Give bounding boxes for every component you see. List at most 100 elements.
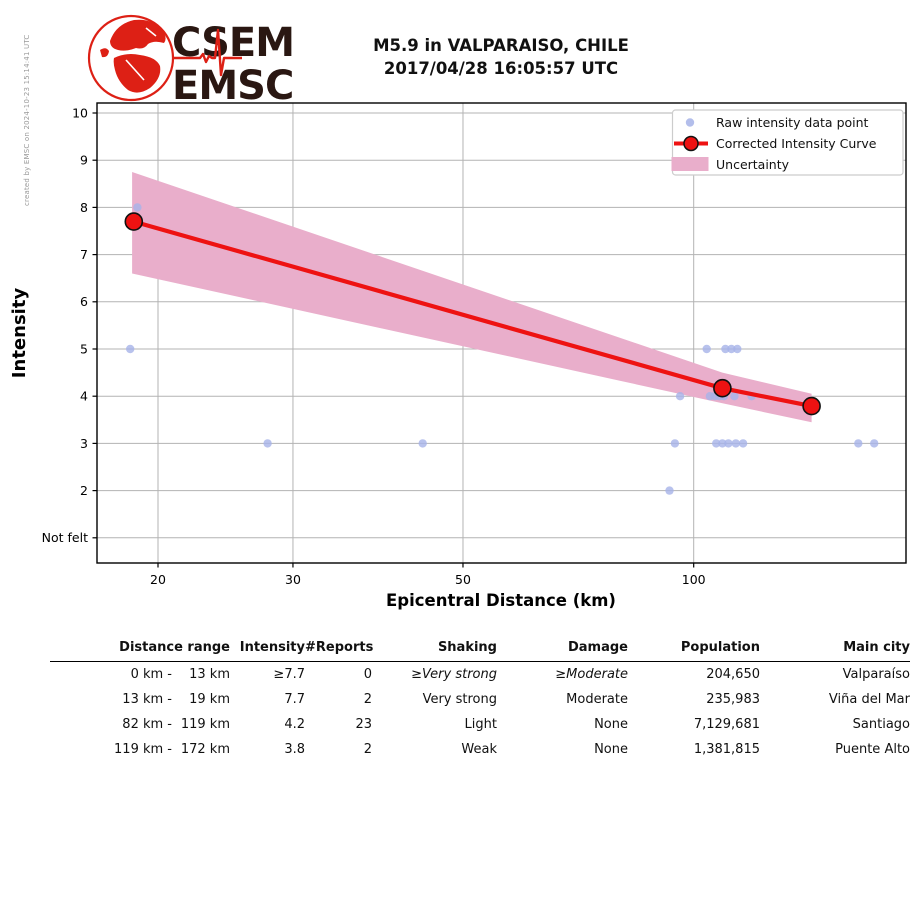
raw-data-point <box>730 392 739 401</box>
chart-title-line2: 2017/04/28 16:05:57 UTC <box>383 59 619 78</box>
raw-data-point <box>675 392 685 401</box>
raw-data-point <box>670 439 680 448</box>
raw-data-point <box>731 439 740 448</box>
corrected-curve-marker <box>713 378 732 398</box>
corrected-curve-marker <box>802 396 821 416</box>
impact-table-header-row: Distance range Intensity #Reports Shakin… <box>50 640 910 662</box>
raw-data-point <box>738 439 748 448</box>
intensity-chart: 20 30 50 100 10 9 8 7 6 5 4 3 2 Not felt Intensity Ep… <box>9 102 907 610</box>
x-tick-label: 20 <box>150 572 166 587</box>
cell-population: 1,381,815 <box>693 742 760 757</box>
cell-intensity: 4.2 <box>284 717 305 732</box>
raw-data-point <box>665 486 674 495</box>
corrected-curve-marker <box>124 212 144 231</box>
plot-frame <box>96 102 907 564</box>
chart-title-line1: M5.9 in VALPARAISO, CHILE <box>373 36 629 55</box>
cell-main-city: Valparaíso <box>842 667 910 682</box>
raw-data-point <box>718 439 727 448</box>
raw-data-point <box>870 439 879 448</box>
cell-reports: 2 <box>363 692 372 707</box>
table-row: 119 km -172 km 3.8 2 Weak None 1,381,815 Puent… <box>50 737 910 762</box>
header-shaking: Shaking <box>372 640 497 662</box>
y-axis-label: Intensity <box>9 288 30 379</box>
y-tick-label: 2 <box>80 483 88 498</box>
cell-damage: ≥Moderate <box>555 667 628 682</box>
y-tick-label: Not felt <box>42 530 88 545</box>
y-tick-label: 6 <box>80 294 88 309</box>
raw-data-point <box>727 344 736 354</box>
y-tick-label: 10 <box>72 105 88 120</box>
corrected-curve-layer <box>124 212 821 416</box>
cell-damage: None <box>594 742 628 757</box>
cell-main-city: Viña del Mar <box>828 692 910 707</box>
header-intensity: Intensity <box>230 640 305 662</box>
cell-distance-range: 119 km -172 km <box>114 742 230 757</box>
table-row: 82 km -119 km 4.2 23 Light None 7,129,681 Sant… <box>50 712 910 737</box>
y-tick-label: 7 <box>80 247 88 262</box>
header-reports: #Reports <box>305 640 373 662</box>
cell-intensity: ≥7.7 <box>273 667 305 682</box>
y-tick-label: 4 <box>80 389 88 404</box>
impact-table-body: 0 km -13 km ≥7.7 0 ≥Very strong ≥Moderate 204… <box>50 662 910 763</box>
x-tick-label: 50 <box>455 572 471 587</box>
legend-uncertainty-patch-icon <box>671 157 709 171</box>
header-damage: Damage <box>497 640 628 662</box>
tick-layer: 20 30 50 100 10 9 8 7 6 5 4 3 2 Not felt <box>42 105 706 587</box>
cell-reports: 2 <box>363 742 372 757</box>
table-row: 13 km -19 km 7.7 2 Very strong Moderate 235,9… <box>50 687 910 712</box>
raw-data-point <box>702 344 711 354</box>
cell-intensity: 7.7 <box>284 692 305 707</box>
cell-population: 204,650 <box>706 667 760 682</box>
x-axis-label: Epicentral Distance (km) <box>386 591 616 610</box>
raw-data-point <box>263 439 272 448</box>
cell-population: 7,129,681 <box>693 717 760 732</box>
raw-points-layer <box>126 203 879 495</box>
y-tick-label: 5 <box>80 341 88 356</box>
globe-icon <box>87 14 175 102</box>
header-main-city: Main city <box>760 640 910 662</box>
legend-curve-marker-icon <box>683 135 699 152</box>
raw-data-point <box>126 344 135 354</box>
y-tick-label: 8 <box>80 200 88 215</box>
impact-table: Distance range Intensity #Reports Shakin… <box>50 640 910 762</box>
raw-data-point <box>133 203 142 212</box>
legend-label-curve: Corrected Intensity Curve <box>716 136 877 151</box>
cell-main-city: Santiago <box>852 717 910 732</box>
cell-distance-range: 82 km -119 km <box>122 717 230 732</box>
cell-damage: Moderate <box>566 692 628 707</box>
csem-emsc-logo: CSEM EMSC <box>87 14 295 109</box>
raw-data-point <box>712 439 721 448</box>
y-tick-label: 9 <box>80 153 88 168</box>
cell-reports: 23 <box>355 717 372 732</box>
cell-shaking: Very strong <box>422 692 497 707</box>
uncertainty-band <box>132 172 812 423</box>
legend-label-uncertainty: Uncertainty <box>716 157 790 172</box>
cell-distance-range: 13 km -19 km <box>122 692 230 707</box>
x-tick-label: 30 <box>285 572 301 587</box>
cell-shaking: ≥Very strong <box>411 667 497 682</box>
seismogram-icon <box>172 28 242 77</box>
cell-shaking: Weak <box>461 742 497 757</box>
header-population: Population <box>628 640 760 662</box>
cell-shaking: Light <box>464 717 497 732</box>
raw-data-point <box>854 439 863 448</box>
cell-damage: None <box>594 717 628 732</box>
raw-data-point <box>724 439 733 448</box>
header-distance-range: Distance range <box>50 640 230 662</box>
x-tick-label: 100 <box>682 572 706 587</box>
logo-emsc-text: EMSC <box>172 63 293 109</box>
legend-label-raw: Raw intensity data point <box>716 115 869 130</box>
raw-data-point <box>733 344 742 354</box>
cell-population: 235,983 <box>706 692 760 707</box>
raw-data-point <box>418 439 427 448</box>
cell-intensity: 3.8 <box>284 742 305 757</box>
table-row: 0 km -13 km ≥7.7 0 ≥Very strong ≥Moderate 204… <box>50 662 910 688</box>
raw-data-point <box>721 344 730 354</box>
cell-distance-range: 0 km -13 km <box>130 667 230 682</box>
cell-main-city: Puente Alto <box>835 742 910 757</box>
chart-title: M5.9 in VALPARAISO, CHILE 2017/04/28 16:… <box>130 34 872 80</box>
y-tick-label: 3 <box>80 436 88 451</box>
cell-reports: 0 <box>363 667 372 682</box>
chart-legend: Raw intensity data point Corrected Inten… <box>671 109 904 176</box>
legend-raw-dot-icon <box>685 118 695 127</box>
